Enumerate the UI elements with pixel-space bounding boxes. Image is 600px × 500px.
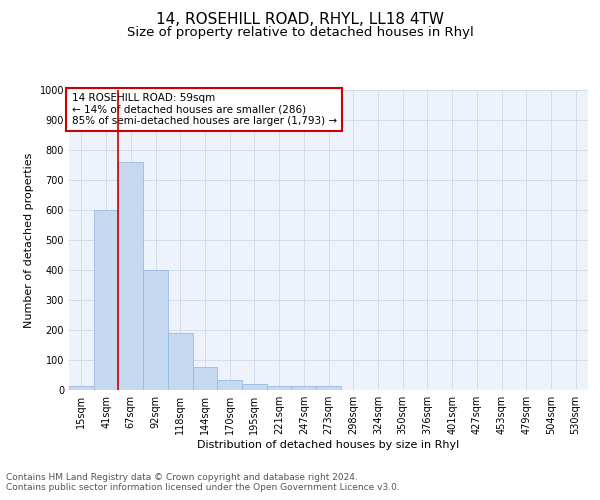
Bar xyxy=(242,384,267,390)
Text: Contains HM Land Registry data © Crown copyright and database right 2024.: Contains HM Land Registry data © Crown c… xyxy=(6,474,358,482)
Bar xyxy=(193,366,217,390)
Text: 14 ROSEHILL ROAD: 59sqm
← 14% of detached houses are smaller (286)
85% of semi-d: 14 ROSEHILL ROAD: 59sqm ← 14% of detache… xyxy=(71,93,337,126)
X-axis label: Distribution of detached houses by size in Rhyl: Distribution of detached houses by size … xyxy=(197,440,460,450)
Bar xyxy=(69,386,94,390)
Bar xyxy=(143,270,168,390)
Bar xyxy=(118,162,143,390)
Y-axis label: Number of detached properties: Number of detached properties xyxy=(24,152,34,328)
Bar xyxy=(94,210,118,390)
Text: Size of property relative to detached houses in Rhyl: Size of property relative to detached ho… xyxy=(127,26,473,39)
Bar xyxy=(316,386,341,390)
Bar xyxy=(217,380,242,390)
Bar xyxy=(168,333,193,390)
Text: Contains public sector information licensed under the Open Government Licence v3: Contains public sector information licen… xyxy=(6,484,400,492)
Bar xyxy=(292,386,316,390)
Text: 14, ROSEHILL ROAD, RHYL, LL18 4TW: 14, ROSEHILL ROAD, RHYL, LL18 4TW xyxy=(156,12,444,28)
Bar xyxy=(267,386,292,390)
